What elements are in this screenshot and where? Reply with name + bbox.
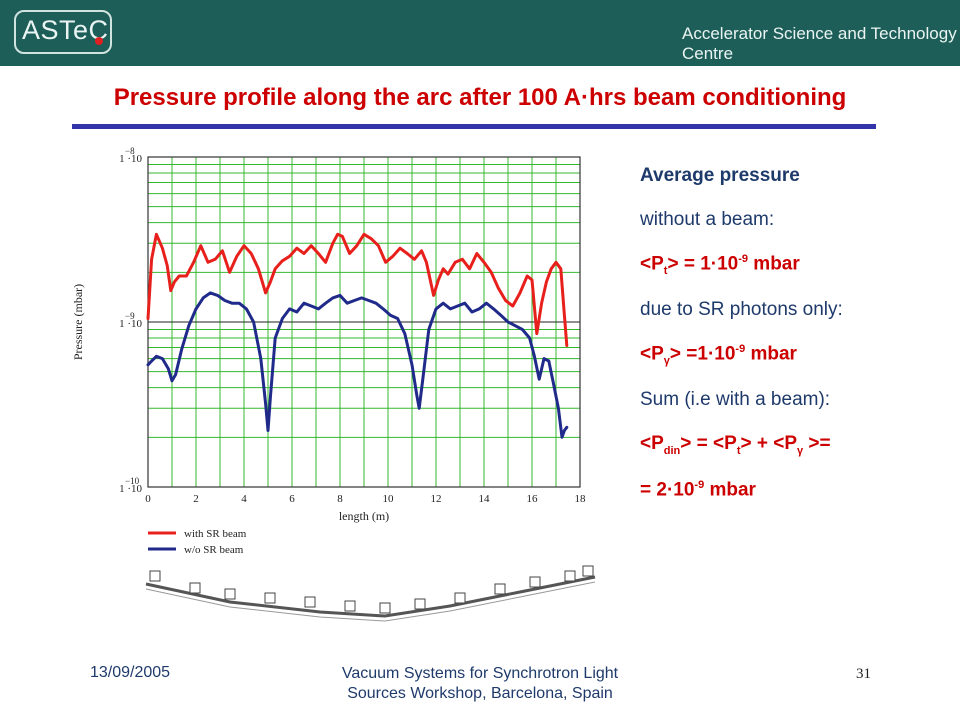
- pt-sub: t: [663, 265, 668, 278]
- total-value: = 2·10-9 mbar: [640, 479, 756, 501]
- axes: 0 2 4 6 8 10 12 14 16 181 ·10−81 ·10−91 ·10−10len…: [71, 146, 586, 523]
- plot-frame: [147, 156, 581, 488]
- x-tick-label: 8: [337, 493, 343, 505]
- lattice-element: [529, 576, 541, 588]
- sum-sub2: t: [736, 444, 741, 457]
- header-bar: ASTeC Accelerator Science and Technology…: [0, 0, 960, 66]
- pt-mid: > = 1·10: [667, 253, 739, 275]
- without-beam-label: without a beam:: [640, 209, 775, 230]
- sr-photons-label: due to SR photons only:: [640, 299, 843, 320]
- x-tick-label: 2: [193, 493, 199, 505]
- arc-layout-diagram: [145, 565, 596, 622]
- x-tick-label: 6: [289, 493, 295, 505]
- centre-name: Accelerator Science and Technology Centr…: [682, 24, 957, 63]
- legend: with SR beam w/o SR beam: [148, 528, 247, 556]
- sum-formula: <Pdin> = <Pt> + <Pγ >=: [640, 433, 831, 457]
- pt-exp: -9: [738, 253, 749, 265]
- sum-p1: <P: [640, 433, 664, 454]
- total-mid: = 2·10: [640, 479, 695, 501]
- logo-text: ASTeC: [22, 15, 109, 45]
- x-tick-label: 16: [527, 493, 539, 505]
- lattice-element: [379, 602, 391, 614]
- footer-event: Vacuum Systems for Synchrotron Light Sou…: [300, 664, 660, 704]
- x-tick-label: 4: [241, 493, 247, 505]
- arc-beamline: [145, 575, 596, 618]
- lattice-element: [264, 592, 276, 604]
- pg-exp: -9: [735, 343, 746, 355]
- x-axis-label: length (m): [339, 509, 389, 523]
- footer-event-line2: Sources Workshop, Barcelona, Spain: [347, 685, 613, 702]
- sum-label: Sum (i.e with a beam):: [640, 389, 831, 410]
- x-tick-label: 14: [479, 493, 491, 505]
- pt-unit: mbar: [748, 253, 800, 275]
- sum-t3: >=: [803, 433, 831, 454]
- legend-label: with SR beam: [184, 528, 247, 540]
- y-tick-label: 1 ·10: [119, 318, 142, 330]
- lattice-element: [582, 565, 594, 577]
- legend-label: w/o SR beam: [184, 544, 244, 556]
- sum-sub1: din: [663, 444, 681, 457]
- lattice-element: [149, 570, 161, 582]
- y-tick-label: 1 ·10: [119, 153, 142, 165]
- x-tick-label: 10: [383, 493, 395, 505]
- y-axis-label: Pressure (mbar): [71, 284, 85, 360]
- astec-logo: [14, 10, 112, 54]
- series-lines: [146, 232, 569, 439]
- x-tick-label: 18: [575, 493, 587, 505]
- logo-dot: [95, 37, 103, 45]
- y-tick-exponent: −10: [125, 476, 140, 486]
- footer-event-line1: Vacuum Systems for Synchrotron Light: [341, 665, 619, 682]
- y-tick-exponent: −9: [125, 311, 135, 321]
- footer-date: 13/09/2005: [90, 664, 171, 681]
- lattice-element: [564, 570, 576, 582]
- x-tick-label: 0: [145, 493, 151, 505]
- y-tick-label: 1 ·10: [119, 483, 142, 495]
- x-tick-label: 12: [431, 493, 442, 505]
- series-without-sr-beam: [146, 291, 569, 439]
- pg-open: <P: [640, 343, 664, 365]
- avg-pressure-heading: Average pressure: [640, 165, 800, 186]
- pg-mid: > =1·10: [669, 343, 736, 365]
- pg-unit: mbar: [745, 343, 797, 365]
- page-title: Pressure profile along the arc after 100…: [113, 84, 847, 111]
- sum-sub3: γ: [797, 444, 804, 457]
- lattice-element: [454, 592, 466, 604]
- sum-t2: > + <P: [740, 433, 798, 454]
- lattice-element: [224, 588, 236, 600]
- sum-t1: > = <P: [680, 433, 737, 454]
- pressure-chart: 0 2 4 6 8 10 12 14 16 181 ·10−81 ·10−91 ·10−10len…: [71, 146, 596, 622]
- pt-value: <Pt> = 1·10-9 mbar: [640, 253, 800, 277]
- y-tick-exponent: −8: [125, 146, 135, 156]
- page-number: 31: [856, 666, 871, 682]
- title-rule: [72, 124, 876, 129]
- arc-beamline-outer: [145, 581, 596, 622]
- total-unit: mbar: [704, 479, 756, 501]
- pt-open: <P: [640, 253, 664, 275]
- lattice-element: [414, 598, 426, 610]
- lattice-element: [189, 582, 201, 594]
- series-with-sr-beam: [146, 232, 569, 347]
- lattice-element: [494, 583, 506, 595]
- pg-sub: γ: [663, 355, 670, 368]
- lattice-element: [344, 600, 356, 612]
- total-exp: -9: [694, 479, 705, 491]
- lattice-element: [304, 596, 316, 608]
- pgamma-value: <Pγ> =1·10-9 mbar: [640, 343, 797, 367]
